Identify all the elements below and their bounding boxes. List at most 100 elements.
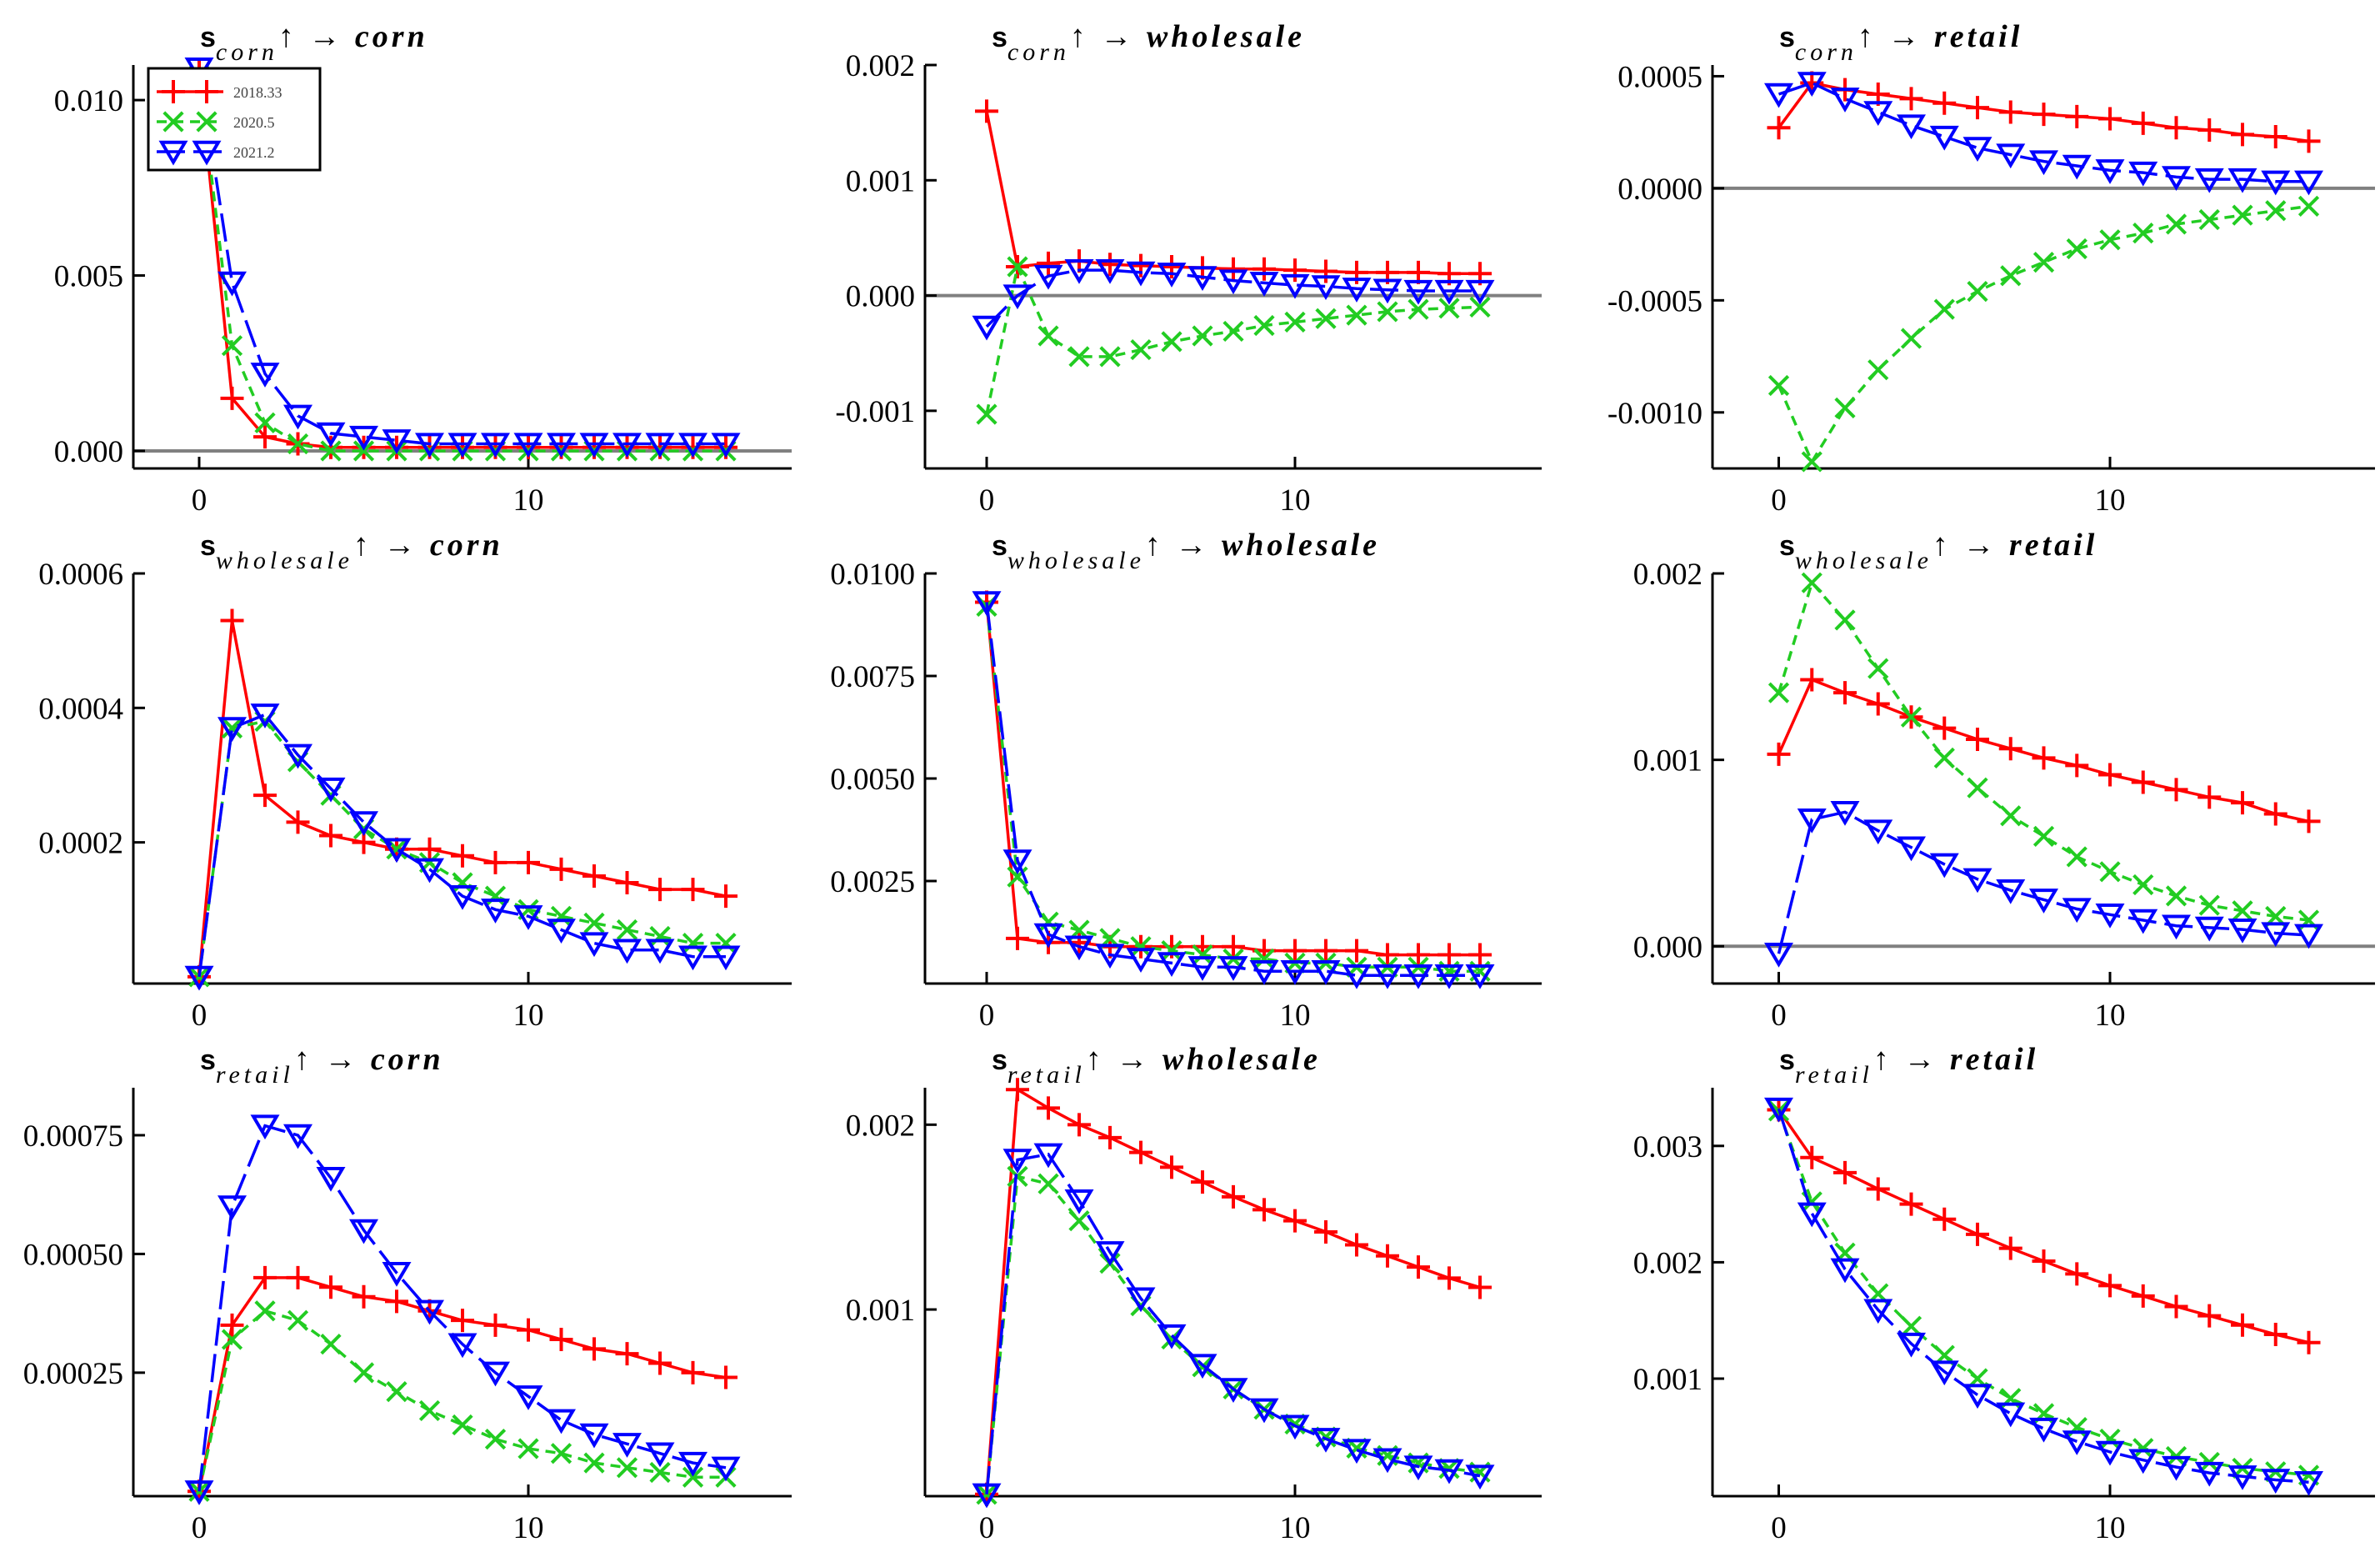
series-2018.33 [975, 99, 1492, 286]
series-2018.33 [1767, 668, 2321, 834]
series-2018.33 [1767, 1098, 2321, 1354]
data-point [1280, 960, 1310, 985]
data-point [481, 899, 510, 924]
data-point [1038, 1173, 1059, 1194]
data-point [452, 872, 473, 894]
title-response: corn [430, 528, 503, 563]
data-point [1996, 1402, 2026, 1428]
data-point [221, 717, 243, 739]
data-point [1161, 331, 1182, 353]
data-point [218, 717, 247, 743]
series-line [1777, 579, 2309, 922]
data-point [1468, 1275, 1492, 1299]
data-point [484, 1429, 507, 1450]
title-s: s [1779, 530, 1795, 562]
data-point [1249, 1398, 1279, 1424]
series-line [985, 268, 1480, 328]
x-tick-label: 0 [192, 999, 208, 1033]
data-point [484, 885, 507, 907]
data-point [448, 433, 478, 458]
data-point [2294, 1471, 2323, 1496]
data-point [645, 1442, 675, 1468]
title-subscript: corn [1795, 38, 1858, 66]
title-response: retail [2009, 528, 2098, 563]
series-2021.2 [972, 258, 1495, 341]
y-tick-label: 0.001 [846, 164, 915, 198]
data-point [1130, 338, 1152, 361]
data-point [1830, 88, 1860, 113]
data-point [1465, 279, 1495, 305]
data-point [451, 844, 474, 868]
data-point [1967, 777, 1988, 799]
data-point [2164, 1294, 2188, 1319]
data-point [711, 433, 741, 458]
data-point [415, 1299, 444, 1325]
data-point [1218, 956, 1248, 981]
data-point [1465, 1464, 1495, 1490]
data-point [1342, 964, 1372, 989]
data-point [1764, 943, 1793, 968]
y-tick-label: 0.002 [846, 1109, 915, 1143]
data-point [1345, 939, 1368, 963]
data-point [1438, 298, 1460, 319]
y-tick-label: 0.002 [1633, 558, 1702, 592]
data-point [316, 777, 346, 803]
data-point [220, 608, 244, 633]
data-point [1249, 960, 1279, 985]
data-point [1157, 952, 1187, 977]
y-tick-label: 0.001 [846, 1294, 915, 1328]
data-point [1899, 1192, 1923, 1216]
data-point [2232, 900, 2253, 922]
data-point [352, 1284, 376, 1309]
data-point [2032, 1249, 2056, 1274]
series-2018.33 [975, 1078, 1492, 1506]
data-point [1372, 1448, 1402, 1474]
data-point [2131, 111, 2155, 135]
data-point [711, 945, 741, 971]
series-line [198, 75, 726, 453]
data-point [1408, 298, 1429, 320]
data-point [547, 919, 576, 944]
data-point [1283, 258, 1307, 283]
x-tick-label: 10 [513, 999, 544, 1033]
data-point [1314, 259, 1338, 283]
title-s: s [992, 1044, 1008, 1076]
data-point [1037, 251, 1060, 275]
data-point [2162, 914, 2191, 940]
title-subscript: retail [1008, 1061, 1086, 1089]
series-2021.2 [1764, 72, 2323, 196]
title-subscript: wholesale [216, 547, 353, 574]
data-point [582, 1337, 606, 1361]
title-arrow: ↑ → [1070, 19, 1147, 54]
y-tick-label: 0.0005 [1618, 60, 1702, 94]
data-point [1064, 935, 1094, 961]
data-point [1283, 1209, 1307, 1233]
data-point [1007, 866, 1028, 888]
data-point [2032, 825, 2055, 847]
data-point [682, 1466, 704, 1488]
title-response: wholesale [1162, 1042, 1321, 1077]
data-point [319, 1275, 342, 1299]
data-point [513, 905, 543, 930]
data-point [1801, 572, 1822, 593]
data-point [2062, 1430, 2092, 1455]
data-point [2263, 802, 2288, 826]
data-point [1222, 1184, 1245, 1209]
title-arrow: ↑ → [1932, 528, 2009, 563]
legend-marker [162, 111, 184, 133]
data-point [714, 1365, 738, 1389]
data-point [2065, 104, 2089, 128]
data-point [1996, 879, 2026, 904]
data-point [1434, 1459, 1464, 1484]
series-2020.5 [1768, 572, 2320, 931]
series-line [985, 1152, 1481, 1494]
panel-corn-to-retail: -0.0010 -0.0005 0.0000 0.0005 0 10 scorn↑ → re… [1608, 19, 2375, 518]
data-point [2099, 1428, 2121, 1450]
data-point [2228, 168, 2258, 193]
panel-title: sretail↑ → retail [1779, 1042, 2038, 1089]
data-point [1038, 325, 1059, 347]
data-point [1830, 1258, 1860, 1284]
data-point [253, 1265, 277, 1289]
data-point [349, 811, 378, 836]
title-subscript: wholesale [1795, 547, 1932, 574]
